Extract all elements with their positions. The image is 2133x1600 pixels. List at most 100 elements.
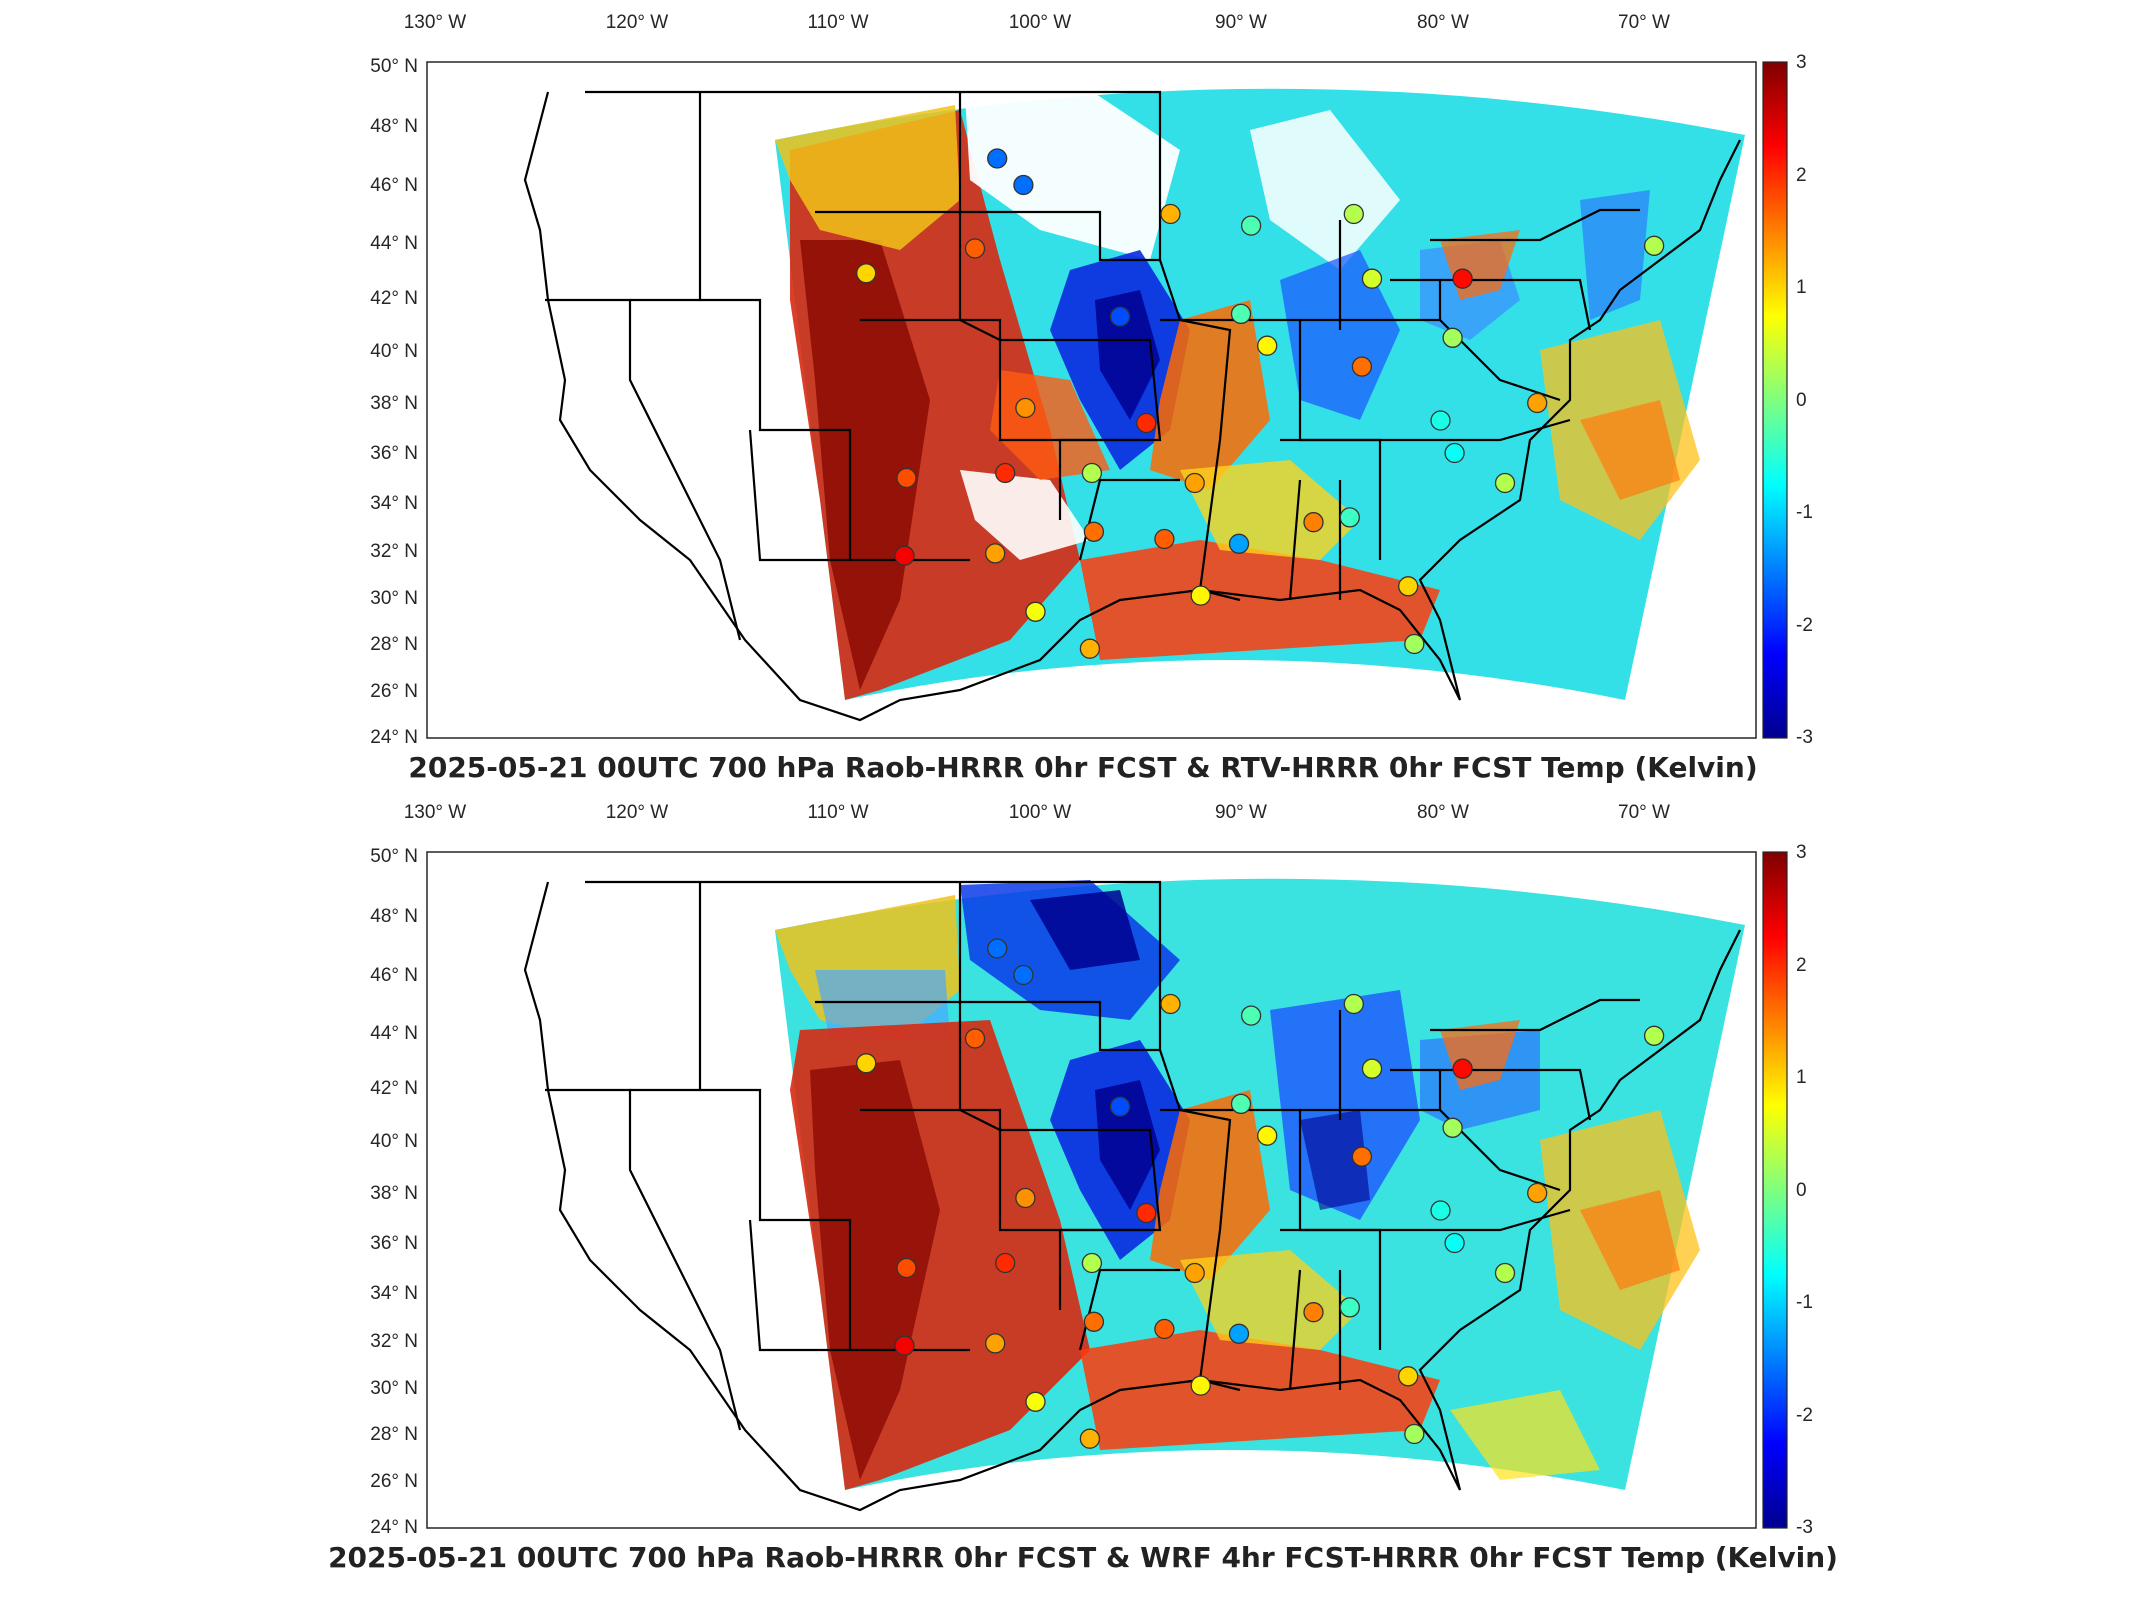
station-marker xyxy=(1442,327,1463,348)
station-marker xyxy=(1527,1182,1548,1204)
station-marker xyxy=(1643,1025,1665,1046)
lon-tick: 70° W xyxy=(1618,802,1670,823)
station-marker xyxy=(1430,1200,1451,1221)
station-marker xyxy=(1643,235,1665,256)
station-marker xyxy=(894,1335,915,1356)
lat-tick: 32° N xyxy=(370,1331,418,1352)
station-marker xyxy=(1015,1187,1036,1209)
station-marker xyxy=(1154,528,1175,550)
lon-tick: 120° W xyxy=(606,12,669,33)
station-marker xyxy=(1351,1146,1373,1167)
lat-tick: 26° N xyxy=(370,681,418,702)
station-marker xyxy=(1083,521,1105,542)
station-marker xyxy=(1083,1311,1105,1332)
lon-tick: 110° W xyxy=(807,12,868,33)
station-marker xyxy=(1442,1117,1463,1138)
lon-tick: 100° W xyxy=(1009,12,1072,33)
station-marker xyxy=(1444,442,1465,464)
lon-tick: 80° W xyxy=(1417,802,1469,823)
station-markers xyxy=(856,938,1665,1449)
station-marker xyxy=(987,938,1008,959)
lon-tick: 70° W xyxy=(1618,12,1670,33)
station-marker xyxy=(1228,533,1250,554)
lat-tick: 26° N xyxy=(370,1471,418,1492)
station-marker xyxy=(1351,356,1373,377)
lon-tick: 90° W xyxy=(1215,12,1267,33)
lon-tick-labels: 130° W 120° W 110° W 100° W 90° W 80° W … xyxy=(404,802,1670,823)
station-marker xyxy=(1361,1058,1383,1079)
station-marker xyxy=(995,462,1016,484)
map-figure-top: 130° W 120° W 110° W 100° W 90° W 80° W … xyxy=(370,12,1813,784)
lat-tick: 24° N xyxy=(370,727,418,748)
station-marker xyxy=(1240,215,1262,236)
station-marker xyxy=(987,148,1008,169)
station-marker xyxy=(1081,462,1103,484)
lat-tick: 36° N xyxy=(370,443,418,464)
station-marker xyxy=(896,467,917,489)
station-marker xyxy=(1025,601,1046,622)
map-panel-top: 130° W 120° W 110° W 100° W 90° W 80° W … xyxy=(0,0,2133,790)
colorbar-tick: 3 xyxy=(1796,52,1807,73)
lon-tick: 130° W xyxy=(404,802,467,823)
station-marker xyxy=(1109,306,1131,327)
lat-tick: 40° N xyxy=(370,341,418,362)
station-marker xyxy=(1452,1058,1473,1079)
station-marker xyxy=(1184,472,1205,494)
station-marker xyxy=(964,1028,986,1049)
station-marker xyxy=(1361,268,1383,289)
colorbar-tick: -3 xyxy=(1796,1517,1813,1538)
colorbar-tick: 1 xyxy=(1796,277,1807,298)
station-marker xyxy=(1398,576,1419,597)
station-marker xyxy=(1190,1375,1211,1396)
colorbar-gradient xyxy=(1762,61,1788,739)
station-marker xyxy=(985,543,1006,564)
lat-tick: 32° N xyxy=(370,541,418,562)
lon-tick: 80° W xyxy=(1417,12,1469,33)
lat-tick: 30° N xyxy=(370,588,418,609)
lat-tick: 28° N xyxy=(370,634,418,655)
station-marker xyxy=(1240,1005,1262,1026)
station-marker xyxy=(1013,174,1034,196)
lat-tick: 44° N xyxy=(370,1023,418,1044)
colorbar: 3 2 1 0 -1 -2 -3 xyxy=(1762,52,1813,748)
lon-tick: 130° W xyxy=(404,12,467,33)
station-marker xyxy=(1257,1125,1278,1146)
station-marker xyxy=(1430,410,1451,431)
station-marker xyxy=(1404,633,1425,655)
lat-tick: 50° N xyxy=(370,56,418,77)
lat-tick-labels: 50° N 48° N 46° N 44° N 42° N 40° N 38° … xyxy=(370,56,418,748)
station-marker xyxy=(1303,512,1324,533)
station-marker xyxy=(1494,1262,1516,1284)
colorbar-tick: 2 xyxy=(1796,165,1807,186)
station-marker xyxy=(1257,335,1278,356)
lon-tick: 110° W xyxy=(807,802,868,823)
colorbar-tick: -3 xyxy=(1796,727,1813,748)
station-marker xyxy=(1136,412,1157,434)
station-marker xyxy=(1404,1423,1425,1445)
lat-tick: 34° N xyxy=(370,1283,418,1304)
colorbar-tick: 0 xyxy=(1796,390,1807,411)
lat-tick: 30° N xyxy=(370,1378,418,1399)
temperature-field xyxy=(775,88,1745,700)
lat-tick: 38° N xyxy=(370,1183,418,1204)
station-marker xyxy=(1494,472,1516,494)
colorbar-tick: -2 xyxy=(1796,1405,1813,1426)
station-marker xyxy=(894,545,915,566)
station-marker xyxy=(1190,585,1211,606)
lat-tick: 24° N xyxy=(370,1517,418,1538)
lon-tick-labels: 130° W 120° W 110° W 100° W 90° W 80° W … xyxy=(404,12,1670,33)
station-marker xyxy=(1452,268,1473,289)
station-marker xyxy=(1339,507,1360,528)
lat-tick: 46° N xyxy=(370,175,418,196)
lat-tick: 38° N xyxy=(370,393,418,414)
lat-tick: 40° N xyxy=(370,1131,418,1152)
station-marker xyxy=(1109,1096,1131,1117)
station-marker xyxy=(1339,1297,1360,1318)
lat-tick: 44° N xyxy=(370,233,418,254)
state-boundaries xyxy=(523,880,1741,1512)
map-figure-bottom: 130° W 120° W 110° W 100° W 90° W 80° W … xyxy=(328,802,1838,1574)
temperature-field xyxy=(775,878,1745,1490)
lat-tick: 46° N xyxy=(370,965,418,986)
station-marker xyxy=(1303,1302,1324,1323)
station-marker xyxy=(1081,1252,1103,1274)
